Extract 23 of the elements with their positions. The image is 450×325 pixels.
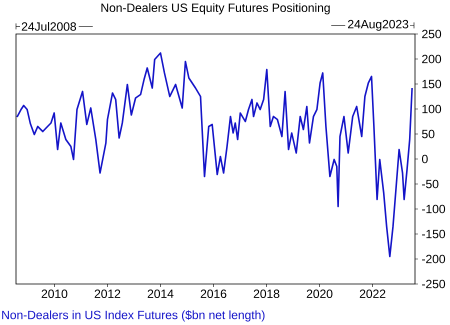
y-tick-label: -50 — [422, 180, 438, 188]
text: Non-Dealers in US Index Futures ($bn net length) — [2, 310, 265, 322]
y-tick-label: 0 — [422, 154, 428, 164]
y-tick-label: 100 — [422, 104, 442, 114]
text: 24Aug2023 — [348, 20, 408, 31]
y-tick-label: 200 — [422, 54, 442, 64]
chart-title: Non-Dealers US Equity Futures Positioning — [101, 3, 330, 14]
y-tick-label: 50 — [422, 130, 434, 138]
x-tick-label: 2012 — [94, 290, 120, 298]
y-tick-label: -200 — [422, 254, 446, 264]
y-tick-label: -100 — [422, 204, 446, 214]
line-series — [16, 52, 413, 258]
y-tick-label: 250 — [422, 30, 442, 38]
x-tick-label: 2018 — [254, 290, 280, 298]
y-tick-label: -150 — [422, 230, 446, 238]
x-tick-label: 2014 — [148, 290, 174, 298]
y-tick-label: -250 — [422, 280, 446, 288]
y-tick-label: 150 — [422, 80, 442, 88]
x-tick-label: 2016 — [200, 290, 226, 298]
x-tick-label: 2020 — [306, 290, 332, 298]
text: 24Jul2008 — [22, 22, 76, 31]
x-tick-label: 2022 — [360, 290, 386, 298]
x-tick-label: 2010 — [42, 290, 68, 298]
